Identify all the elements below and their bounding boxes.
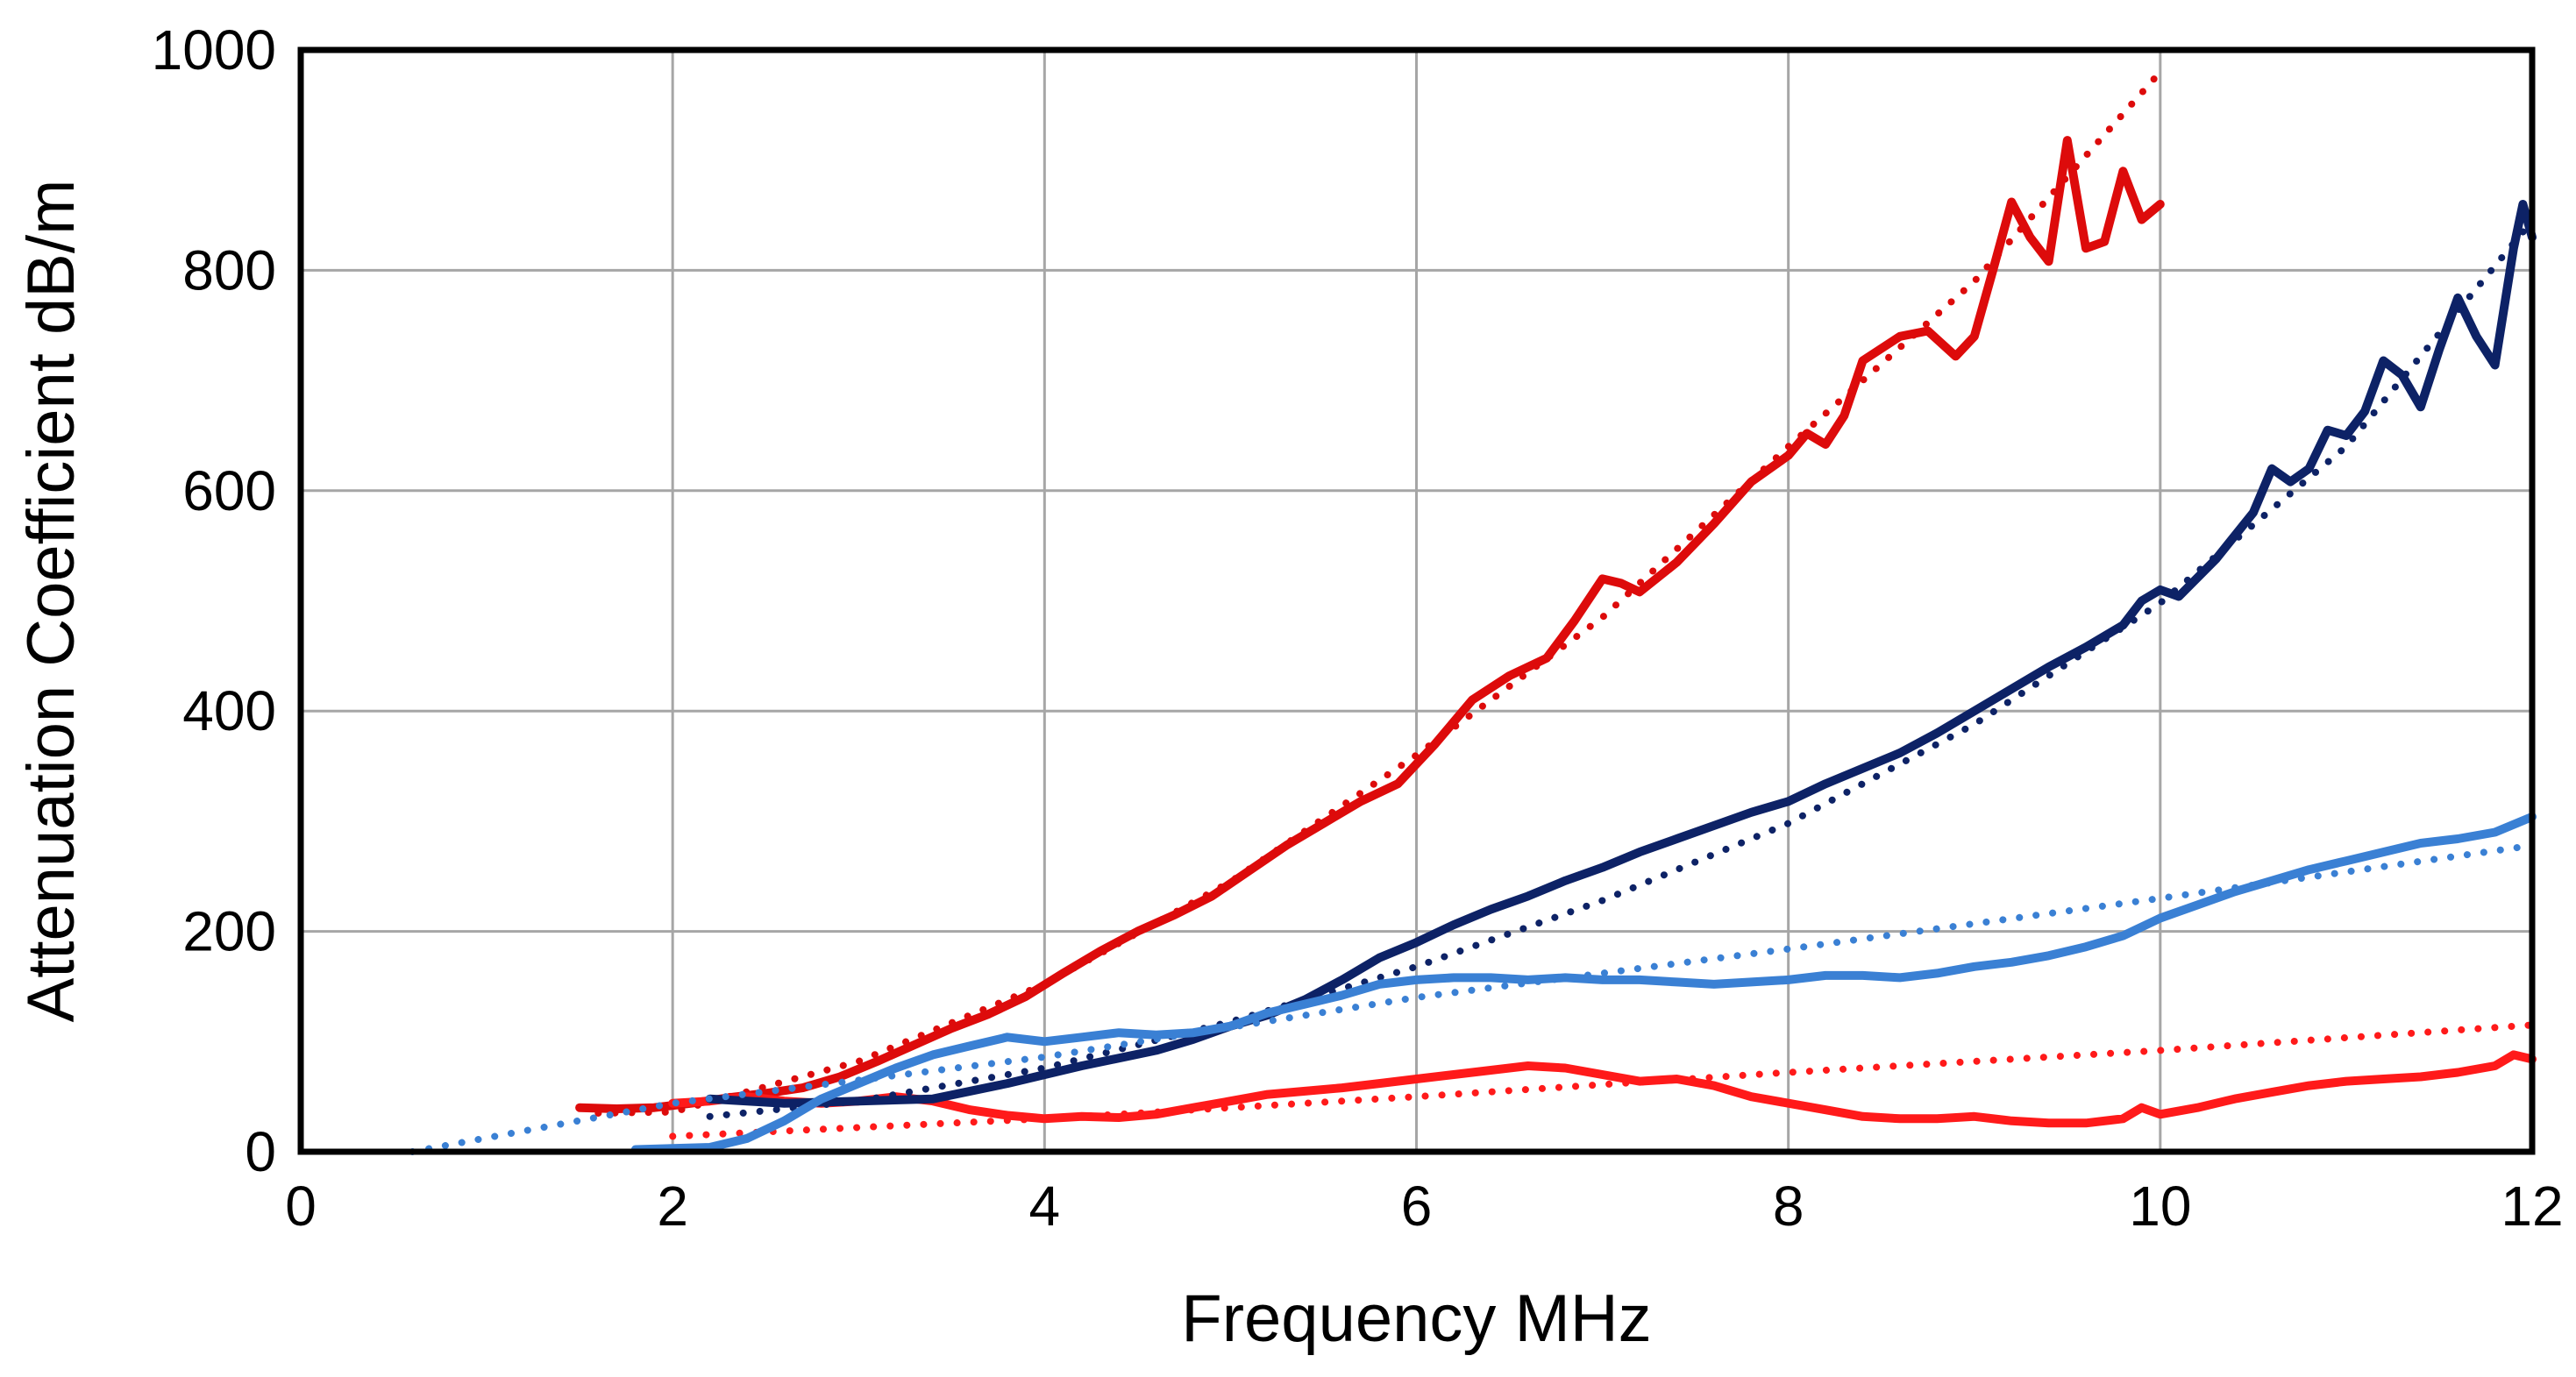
series-line-2-dotted — [594, 68, 2164, 1117]
y-tick-label-0: 0 — [245, 1120, 276, 1183]
x-tick-label-3: 6 — [1401, 1175, 1433, 1238]
x-tick-label-1: 2 — [657, 1175, 688, 1238]
plot-frame — [297, 46, 2536, 1155]
x-axis-label: Frequency MHz — [1181, 1281, 1651, 1356]
x-tick-label-0: 0 — [285, 1175, 317, 1238]
y-tick-label-5: 1000 — [152, 18, 276, 82]
y-tick-label-2: 400 — [182, 679, 276, 742]
x-tick-label-5: 10 — [2129, 1175, 2191, 1238]
x-tick-label-2: 4 — [1029, 1175, 1061, 1238]
x-tick-label-4: 8 — [1773, 1175, 1804, 1238]
series-line-6-dotted — [706, 216, 2536, 1120]
x-tick-label-6: 12 — [2501, 1175, 2563, 1238]
y-tick-label-1: 200 — [182, 900, 276, 963]
series-line-7-solid — [630, 812, 2537, 1154]
series-line-1-solid — [575, 136, 2165, 1113]
y-tick-label-4: 800 — [182, 238, 276, 302]
y-tick-labels: 0 200 400 600 800 1000 — [152, 18, 276, 1183]
y-tick-label-3: 600 — [182, 459, 276, 522]
y-axis-label: Attenuation Coefficient dB/m — [14, 180, 89, 1023]
x-tick-labels: 0 2 4 6 8 10 12 — [285, 1175, 2563, 1238]
series-group — [409, 68, 2537, 1155]
series-line-8-dotted — [409, 841, 2536, 1155]
